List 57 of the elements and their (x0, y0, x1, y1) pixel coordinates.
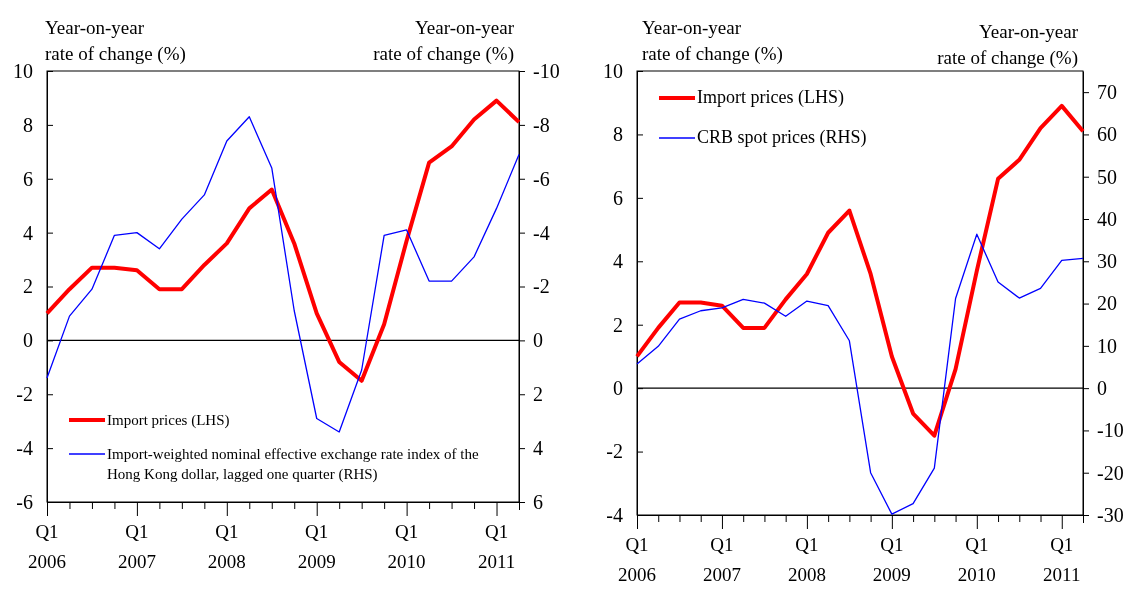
y-axis-title: Year-on-year rate of change (%) (45, 17, 186, 65)
y-tick-label: -4 (16, 437, 33, 460)
y2-tick-label: -10 (533, 59, 560, 82)
y-tick-label: -6 (16, 490, 33, 513)
y-tick-label: 0 (23, 329, 33, 352)
y-tick-label: -4 (606, 503, 623, 526)
y2-axis-title: Year-on-year rate of change (%) (373, 17, 515, 65)
x-tick-label: Q1 2009 (297, 521, 336, 572)
y-tick-label: 10 (603, 59, 623, 82)
x-tick-label: Q1 2009 (872, 534, 911, 585)
y-tick-label: 10 (13, 59, 33, 82)
y-tick-label: 6 (613, 186, 623, 209)
y2-tick-label: 0 (1097, 377, 1107, 400)
y2-tick-label: 10 (1097, 334, 1117, 357)
x-tick-label: Q1 2008 (207, 521, 246, 572)
x-tick-label: Q1 2007 (702, 534, 741, 585)
y-tick-label: 0 (613, 377, 623, 400)
y2-tick-label: 4 (533, 437, 543, 460)
y-axis-title: Year-on-year rate of change (%) (642, 17, 783, 65)
x-tick-label: Q1 2010 (957, 534, 996, 585)
x-tick-label: Q1 2010 (387, 521, 426, 572)
y2-axis-title: Year-on-year rate of change (%) (937, 21, 1079, 69)
y-tick-label: 4 (23, 221, 33, 244)
legend-label: Import-weighted nominal effective exchange rate index of the Hong Kong dollar, lagged one quarter (RHS) (107, 446, 479, 483)
y2-tick-label: -8 (533, 113, 550, 136)
y2-tick-label: 30 (1097, 250, 1117, 273)
y2-tick-label: -30 (1097, 503, 1124, 526)
legend-label: CRB spot prices (RHS) (697, 127, 867, 148)
y-tick-label: 2 (613, 313, 623, 336)
y2-tick-label: 6 (533, 490, 543, 513)
y2-tick-label: -20 (1097, 461, 1124, 484)
y2-tick-label: -2 (533, 275, 550, 298)
y2-tick-label: 40 (1097, 207, 1117, 230)
x-tick-label: Q1 2011 (1043, 534, 1081, 585)
y-tick-label: 4 (613, 250, 623, 273)
y2-tick-label: 70 (1097, 81, 1117, 104)
x-tick-label: Q1 2011 (477, 521, 516, 572)
y2-tick-label: -4 (533, 221, 550, 244)
x-tick-label: Q1 2007 (117, 521, 156, 572)
y-tick-label: -2 (606, 440, 623, 463)
y2-tick-label: 20 (1097, 292, 1117, 315)
x-tick-label: Q1 2006 (618, 534, 656, 585)
y2-tick-label: 2 (533, 383, 543, 406)
y2-tick-label: 50 (1097, 165, 1117, 188)
y-tick-label: 8 (613, 123, 623, 146)
legend-label: Import prices (LHS) (697, 87, 844, 108)
y-tick-label: 6 (23, 167, 33, 190)
y2-tick-label: -10 (1097, 419, 1124, 442)
x-tick-label: Q1 2006 (28, 521, 66, 572)
y-tick-label: 8 (23, 113, 33, 136)
x-tick-label: Q1 2008 (787, 534, 826, 585)
y-tick-label: -2 (16, 383, 33, 406)
y2-tick-label: 0 (533, 329, 543, 352)
y-tick-label: 2 (23, 275, 33, 298)
legend-label: Import prices (LHS) (107, 412, 230, 429)
y2-tick-label: 60 (1097, 123, 1117, 146)
y2-tick-label: -6 (533, 167, 550, 190)
